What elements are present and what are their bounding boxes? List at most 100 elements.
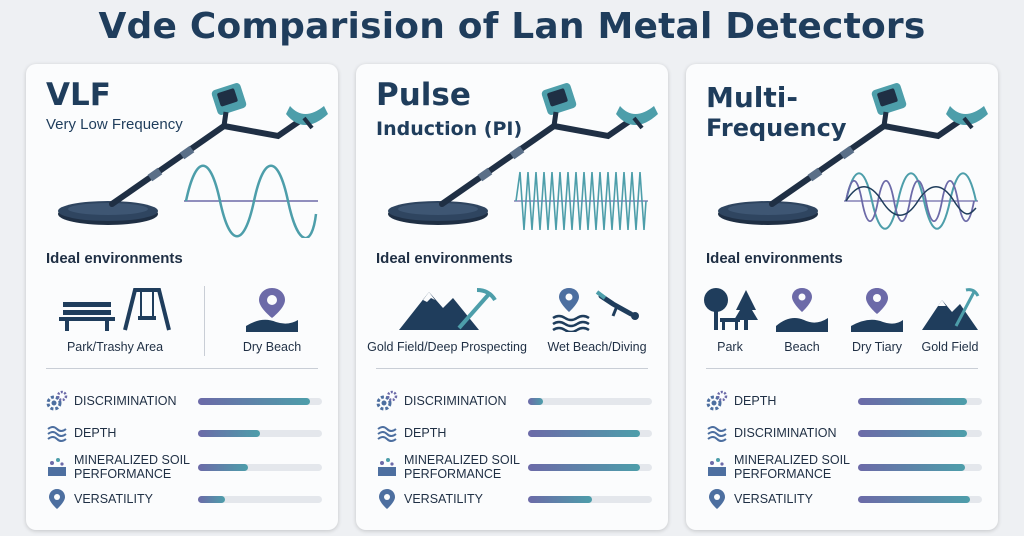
- card-title: VLF: [46, 77, 111, 113]
- metric-label: DEPTH: [404, 426, 447, 440]
- metric-bar-fill: [198, 464, 248, 471]
- pin-icon: [49, 489, 65, 509]
- metric-bar: [528, 430, 652, 437]
- environment-label: Dry Tiary: [852, 340, 902, 354]
- soil-icon: [48, 458, 66, 476]
- environment-gold-field: Gold Field/Deep Prospecting: [362, 286, 532, 354]
- ideal-environments-heading: Ideal environments: [376, 250, 513, 267]
- card-multi-frequency: Multi- Frequency Ideal environments: [686, 64, 998, 530]
- card-title: Pulse: [376, 77, 471, 113]
- metal-detector-icon: [388, 83, 658, 225]
- metric-row: DISCRIMINATION: [46, 390, 322, 416]
- environment-dry-beach: Dry Beach: [222, 286, 322, 354]
- metric-bar-fill: [528, 496, 593, 503]
- metric-row: DEPTH: [46, 422, 322, 448]
- metric-row: MINERALIZED SOIL PERFORMANCE: [376, 453, 652, 482]
- park-icon: [704, 288, 758, 330]
- environment-park: Park/Trashy Area: [40, 286, 190, 354]
- metric-bar: [858, 398, 982, 405]
- metric-row: DISCRIMINATION: [706, 422, 982, 448]
- waves-icon: [47, 426, 67, 442]
- metric-bar: [198, 398, 322, 405]
- metric-bar-fill: [528, 430, 640, 437]
- card-subtitle: Very Low Frequency: [46, 116, 183, 133]
- metric-label: DEPTH: [734, 394, 777, 408]
- card-vlf: VLF Very Low Frequency Ideal environment…: [26, 64, 338, 530]
- soil-icon: [378, 458, 396, 476]
- mountain-pick-icon: [399, 288, 497, 330]
- environment-label: Park/Trashy Area: [66, 340, 164, 354]
- multi-wave-icon: [844, 172, 978, 230]
- metric-bar: [858, 496, 982, 503]
- environment-beach: Beach: [774, 286, 830, 354]
- card-pulse-induction: Pulse Induction (PI) Ideal environments …: [356, 64, 668, 530]
- metric-label: MINERALIZED SOIL PERFORMANCE: [74, 453, 190, 481]
- ideal-environments-heading: Ideal environments: [46, 250, 183, 267]
- metal-detector-icon: [58, 83, 328, 225]
- metric-bar: [528, 464, 652, 471]
- metric-bar-fill: [858, 430, 968, 437]
- metric-bar-fill: [198, 430, 260, 437]
- metric-bar: [198, 496, 322, 503]
- environment-label: Beach: [784, 340, 820, 354]
- gears-icon: [376, 390, 398, 411]
- gears-icon: [46, 390, 68, 411]
- metric-bar-fill: [528, 398, 543, 405]
- environment-park: Park: [700, 286, 760, 354]
- metric-label: DEPTH: [74, 426, 117, 440]
- environment-label: Gold Field: [921, 340, 979, 354]
- page-title: Vde Comparision of Lan Metal Detectors: [98, 6, 926, 47]
- pin-icon: [379, 489, 395, 509]
- metric-row: DEPTH: [706, 390, 982, 416]
- gears-icon: [706, 390, 728, 411]
- metric-label: MINERALIZED SOIL PERFORMANCE: [734, 453, 850, 481]
- pulse-wave-icon: [514, 171, 648, 231]
- metric-row: DEPTH: [376, 422, 652, 448]
- metric-label: VERSATILITY: [734, 492, 813, 506]
- metric-bar-fill: [858, 464, 965, 471]
- metric-row: VERSATILITY: [46, 488, 322, 514]
- divider: [46, 368, 318, 369]
- environment-label: Wet Beach/Diving: [547, 340, 647, 354]
- metric-bar: [858, 464, 982, 471]
- metric-label: DISCRIMINATION: [404, 394, 507, 408]
- sine-wave-icon: [184, 164, 318, 238]
- soil-icon: [708, 458, 726, 476]
- bench-swing-icon: [59, 288, 171, 331]
- metric-label: MINERALIZED SOIL PERFORMANCE: [404, 453, 520, 481]
- ideal-environments-heading: Ideal environments: [706, 250, 843, 267]
- metric-row: DISCRIMINATION: [376, 390, 652, 416]
- environment-label: Gold Field/Deep Prospecting: [367, 340, 527, 354]
- divider: [376, 368, 648, 369]
- card-subtitle: Frequency: [706, 114, 847, 142]
- metric-bar: [198, 464, 322, 471]
- card-title: Multi-: [706, 81, 798, 114]
- metric-bar: [528, 496, 652, 503]
- waves-icon: [377, 426, 397, 442]
- metric-bar-fill: [198, 398, 310, 405]
- environment-gold-field: Gold Field: [918, 286, 982, 354]
- gold-field-icon: [922, 288, 980, 330]
- environment-dry-tiary: Dry Tiary: [844, 286, 910, 354]
- card-subtitle: Induction (PI): [376, 118, 523, 140]
- environment-label: Dry Beach: [242, 340, 302, 354]
- environment-wet-beach: Wet Beach/Diving: [542, 286, 652, 354]
- divider: [204, 286, 205, 356]
- dry-pin-icon: [851, 288, 903, 332]
- environment-label: Park: [717, 340, 743, 354]
- metric-bar-fill: [198, 496, 226, 503]
- metric-bar: [858, 430, 982, 437]
- metric-label: DISCRIMINATION: [734, 426, 837, 440]
- diver-pin-icon: [552, 288, 639, 332]
- metric-label: VERSATILITY: [74, 492, 153, 506]
- metric-row: MINERALIZED SOIL PERFORMANCE: [46, 453, 322, 482]
- metric-bar-fill: [528, 464, 640, 471]
- divider: [706, 368, 978, 369]
- pin-icon: [709, 489, 725, 509]
- metric-label: VERSATILITY: [404, 492, 483, 506]
- beach-icon: [776, 288, 828, 332]
- waves-icon: [707, 426, 727, 442]
- metric-row: VERSATILITY: [376, 488, 652, 514]
- metric-label: DISCRIMINATION: [74, 394, 177, 408]
- metric-bar-fill: [858, 398, 968, 405]
